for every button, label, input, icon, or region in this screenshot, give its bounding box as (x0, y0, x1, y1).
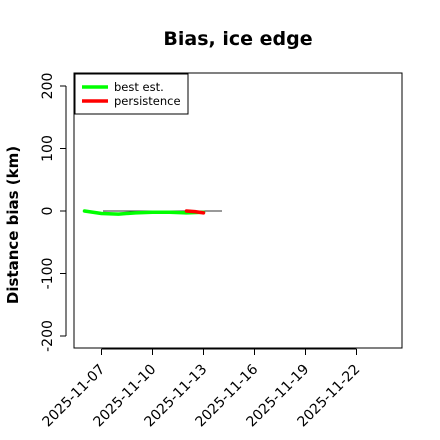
series-layer (82, 209, 206, 216)
series-line-persistence (184, 209, 206, 215)
series-line-best-est (82, 209, 206, 216)
y-axis-label: Distance bias (km) (4, 146, 22, 304)
chart-title: Bias, ice edge (163, 28, 312, 50)
legend-label: persistence (114, 94, 181, 108)
legend: best est.persistence (74, 73, 189, 115)
y-axis: -200 -100 0 100 200 (40, 73, 67, 352)
y-tick-label: -100 (40, 258, 56, 290)
legend-box (74, 73, 189, 115)
y-tick-label: 0 (40, 207, 56, 216)
legend-label: best est. (114, 80, 164, 94)
y-tick-label: 200 (40, 73, 56, 100)
y-tick-label: 100 (40, 135, 56, 162)
x-axis: 2025-11-072025-11-102025-11-132025-11-16… (39, 348, 363, 430)
y-tick-label: -200 (40, 320, 56, 352)
plot-area-frame (73, 72, 403, 349)
